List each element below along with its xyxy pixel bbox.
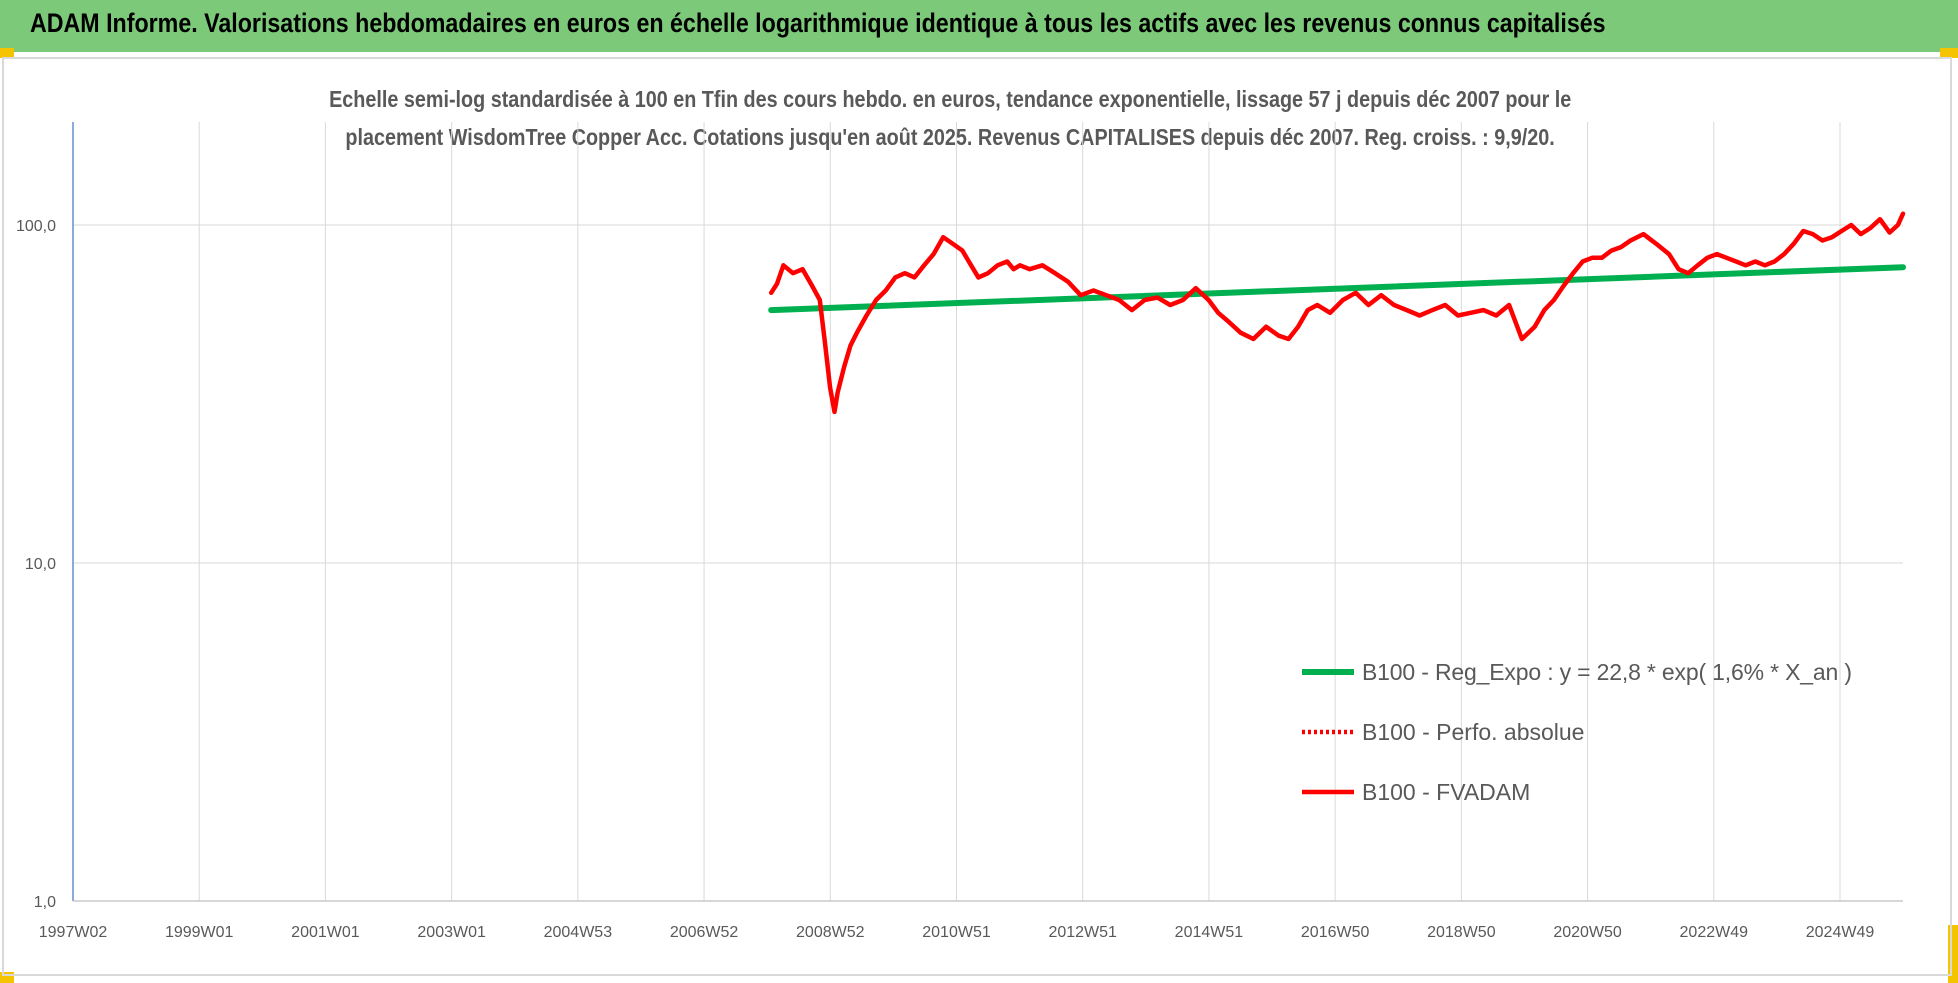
title-banner: ADAM Informe. Valorisations hebdomadaire…	[0, 0, 1958, 52]
corner-mark-bottom-left	[0, 972, 14, 983]
corner-mark-top-right	[1940, 48, 1958, 58]
corner-mark-top-left	[0, 48, 14, 58]
x-tick-label: 2020W50	[1553, 924, 1622, 941]
x-tick-label: 2024W49	[1806, 924, 1875, 941]
x-tick-label: 1999W01	[165, 924, 234, 941]
chart-title-line1: Echelle semi-log standardisée à 100 en T…	[328, 86, 1572, 112]
banner-title: ADAM Informe. Valorisations hebdomadaire…	[30, 8, 1606, 38]
y-tick-label: 1,0	[34, 894, 56, 911]
x-tick-label: 1997W02	[39, 924, 108, 941]
x-tick-label: 2003W01	[417, 924, 486, 941]
x-tick-label: 2006W52	[670, 924, 739, 941]
corner-mark-bottom-right	[1948, 925, 1958, 983]
chart-title-line2: placement WisdomTree Copper Acc. Cotatio…	[345, 124, 1555, 150]
series-line	[768, 264, 1906, 314]
legend-entry: B100 - Perfo. absolue	[1362, 719, 1584, 745]
chart-frame	[2, 57, 1952, 976]
x-tick-label: 2008W52	[796, 924, 865, 941]
x-tick-label: 2001W01	[291, 924, 360, 941]
legend-entry: B100 - Reg_Expo : y = 22,8 * exp( 1,6% *…	[1362, 659, 1852, 685]
x-tick-label: 2022W49	[1680, 924, 1749, 941]
x-tick-label: 2012W51	[1048, 924, 1117, 941]
series-line	[768, 211, 1906, 415]
x-tick-label: 2018W50	[1427, 924, 1496, 941]
x-tick-label: 2004W53	[544, 924, 613, 941]
y-tick-label: 100,0	[16, 218, 56, 235]
legend-entry: B100 - FVADAM	[1362, 779, 1530, 805]
x-tick-label: 2016W50	[1301, 924, 1370, 941]
x-tick-label: 2014W51	[1175, 924, 1244, 941]
x-tick-label: 2010W51	[922, 924, 991, 941]
y-tick-label: 10,0	[25, 556, 56, 573]
